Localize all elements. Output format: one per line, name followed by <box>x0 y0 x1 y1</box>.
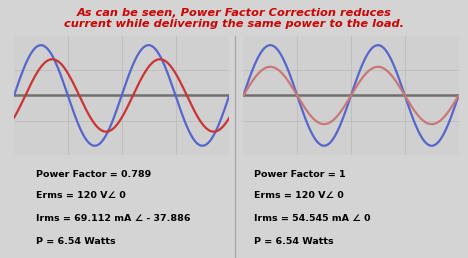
Text: Erms = 120 V∠ 0: Erms = 120 V∠ 0 <box>36 191 125 200</box>
Text: P = 6.54 Watts: P = 6.54 Watts <box>254 237 334 246</box>
Text: Irms = 69.112 mA ∠ - 37.886: Irms = 69.112 mA ∠ - 37.886 <box>36 214 190 223</box>
Text: P = 6.54 Watts: P = 6.54 Watts <box>36 237 115 246</box>
Text: As can be seen, Power Factor Correction reduces
current while delivering the sam: As can be seen, Power Factor Correction … <box>64 8 404 29</box>
Text: Erms = 120 V∠ 0: Erms = 120 V∠ 0 <box>254 191 344 200</box>
Text: Power Factor = 1: Power Factor = 1 <box>254 170 346 179</box>
Text: Power Factor = 0.789: Power Factor = 0.789 <box>36 170 151 179</box>
Text: Irms = 54.545 mA ∠ 0: Irms = 54.545 mA ∠ 0 <box>254 214 371 223</box>
